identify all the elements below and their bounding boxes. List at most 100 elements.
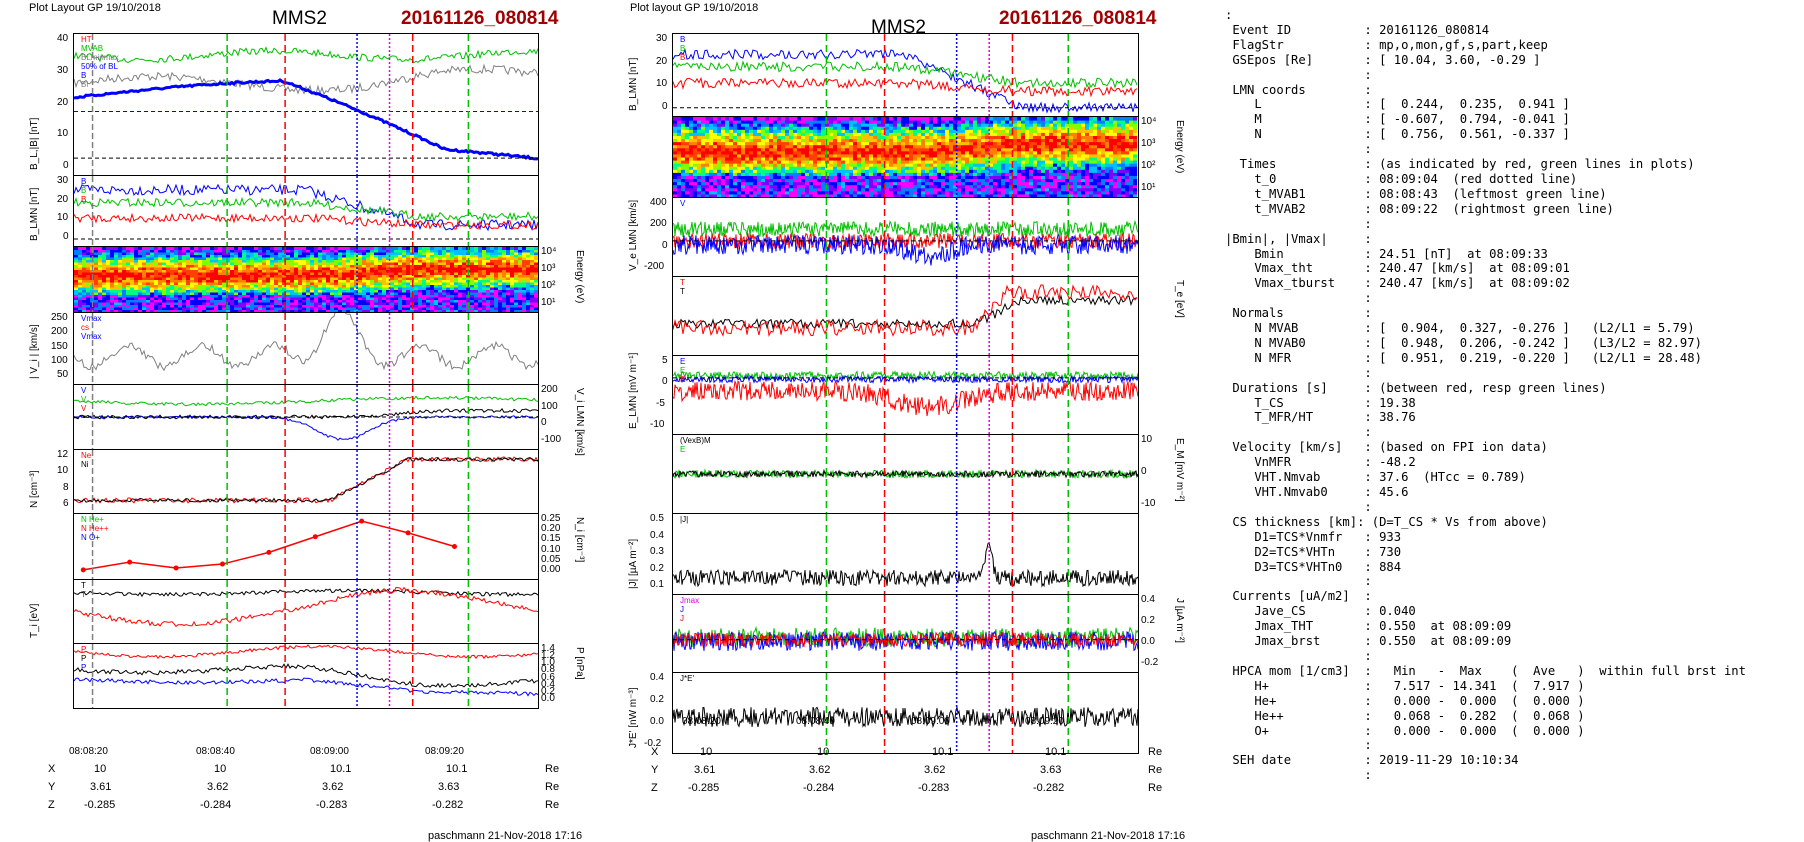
spectrogram-cell — [1081, 151, 1085, 155]
y-tick-label: 10³ — [541, 263, 555, 274]
spectrogram-cell — [977, 166, 981, 170]
spectrogram-cell — [697, 157, 701, 161]
spectrogram-cell — [957, 179, 961, 183]
spectrogram-cell — [833, 166, 837, 170]
spectrogram-cell — [933, 179, 937, 183]
spectrogram-cell — [825, 191, 829, 195]
spectrogram-cell — [749, 191, 753, 195]
spectrogram-cell — [1021, 188, 1025, 192]
spectrogram-cell — [873, 172, 877, 176]
spectrogram-cell — [941, 166, 945, 170]
spectrogram-cell — [777, 166, 781, 170]
spectrogram-cell — [925, 169, 929, 173]
spectrogram-cell — [250, 247, 254, 250]
spectrogram-cell — [873, 157, 877, 161]
spectrogram-cell — [853, 175, 857, 179]
spectrogram-cell — [997, 169, 1001, 173]
spectrogram-cell — [1073, 154, 1077, 158]
spectrogram-cell — [486, 247, 490, 250]
spectrogram-cell — [1029, 157, 1033, 161]
spectrogram-cell — [1125, 191, 1129, 195]
spectrogram-cell — [1085, 191, 1089, 195]
spectrogram-cell — [865, 154, 869, 158]
spectrogram-cell — [673, 182, 677, 186]
spectrogram-cell — [889, 172, 893, 176]
spectrogram-cell — [813, 172, 817, 176]
spectrogram-cell — [837, 151, 841, 155]
spectrogram-cell — [1029, 172, 1033, 176]
panel-canvas — [74, 385, 538, 449]
spectrogram-cell — [997, 179, 1001, 183]
spectrogram-cell — [817, 154, 821, 158]
spectrogram-cell — [909, 175, 913, 179]
spectrogram-cell — [865, 188, 869, 192]
spectrogram-cell — [789, 151, 793, 155]
legend: N He+N He++N O+ — [81, 515, 109, 542]
plot-panel-left-4 — [73, 312, 539, 385]
spectrogram-cell — [869, 188, 873, 192]
spectrogram-cell — [1109, 188, 1113, 192]
spectrogram-cell — [697, 151, 701, 155]
spectrogram-cell — [757, 188, 761, 192]
spectrogram-cell — [921, 160, 925, 164]
spectrogram-cell — [1069, 154, 1073, 158]
spectrogram-cell — [697, 191, 701, 195]
spectrogram-cell — [877, 188, 881, 192]
spectrogram-cell — [885, 166, 889, 170]
data-point — [81, 567, 86, 572]
spectrogram-cell — [502, 247, 506, 250]
spectrogram-cell — [677, 166, 681, 170]
spectrogram-cell — [905, 163, 909, 167]
spectrogram-cell — [729, 188, 733, 192]
spectrogram-cell — [817, 182, 821, 186]
spectrogram-cell — [1037, 172, 1041, 176]
spectrogram-cell — [745, 160, 749, 164]
spectrogram-cell — [981, 175, 985, 179]
spectrogram-cell — [1109, 166, 1113, 170]
spectrogram-cell — [709, 148, 713, 152]
spectrogram-cell — [809, 154, 813, 158]
plot-panel-left-6 — [73, 449, 539, 514]
spectrogram-cell — [801, 169, 805, 173]
spectrogram-cell — [74, 247, 78, 250]
spectrogram-cell — [877, 154, 881, 158]
spectrogram-cell — [1129, 160, 1133, 164]
spectrogram-cell — [1021, 157, 1025, 161]
spectrogram-cell — [677, 157, 681, 161]
spectrogram-cell — [1109, 163, 1113, 167]
spectrogram-cell — [701, 157, 705, 161]
spectrogram-cell — [905, 182, 909, 186]
spectrogram-cell — [769, 154, 773, 158]
spectrogram-cell — [865, 169, 869, 173]
spectrogram-cell — [1053, 172, 1057, 176]
spectrogram-cell — [861, 157, 865, 161]
spectrogram-cell — [901, 154, 905, 158]
spectrogram-cell — [749, 179, 753, 183]
spectrogram-cell — [1089, 188, 1093, 192]
y-axis-label: | V_i | [km/s] — [29, 324, 40, 379]
spectrogram-cell — [741, 185, 745, 189]
spectrogram-cell — [705, 154, 709, 158]
spectrogram-cell — [957, 154, 961, 158]
spectrogram-cell — [1045, 182, 1049, 186]
spectrogram-cell — [685, 179, 689, 183]
spectrogram-cell — [402, 247, 406, 250]
spectrogram-cell — [689, 157, 693, 161]
spectrogram-cell — [1029, 154, 1033, 158]
spectrogram-cell — [681, 154, 685, 158]
spectrogram-cell — [761, 191, 765, 195]
spectrogram-cell — [358, 247, 362, 250]
spectrogram-cell — [753, 188, 757, 192]
spectrogram-cell — [1105, 175, 1109, 179]
spectrogram-cell — [733, 148, 737, 152]
data-point — [266, 550, 271, 555]
spectrogram-cell — [753, 157, 757, 161]
spectrogram-cell — [685, 157, 689, 161]
spectrogram-cell — [937, 157, 941, 161]
spectrogram-cell — [737, 188, 741, 192]
legend-entry: N O+ — [81, 533, 109, 542]
spectrogram-cell — [721, 182, 725, 186]
spectrogram-cell — [905, 151, 909, 155]
spectrogram-cell — [889, 185, 893, 189]
spectrogram-cell — [861, 151, 865, 155]
